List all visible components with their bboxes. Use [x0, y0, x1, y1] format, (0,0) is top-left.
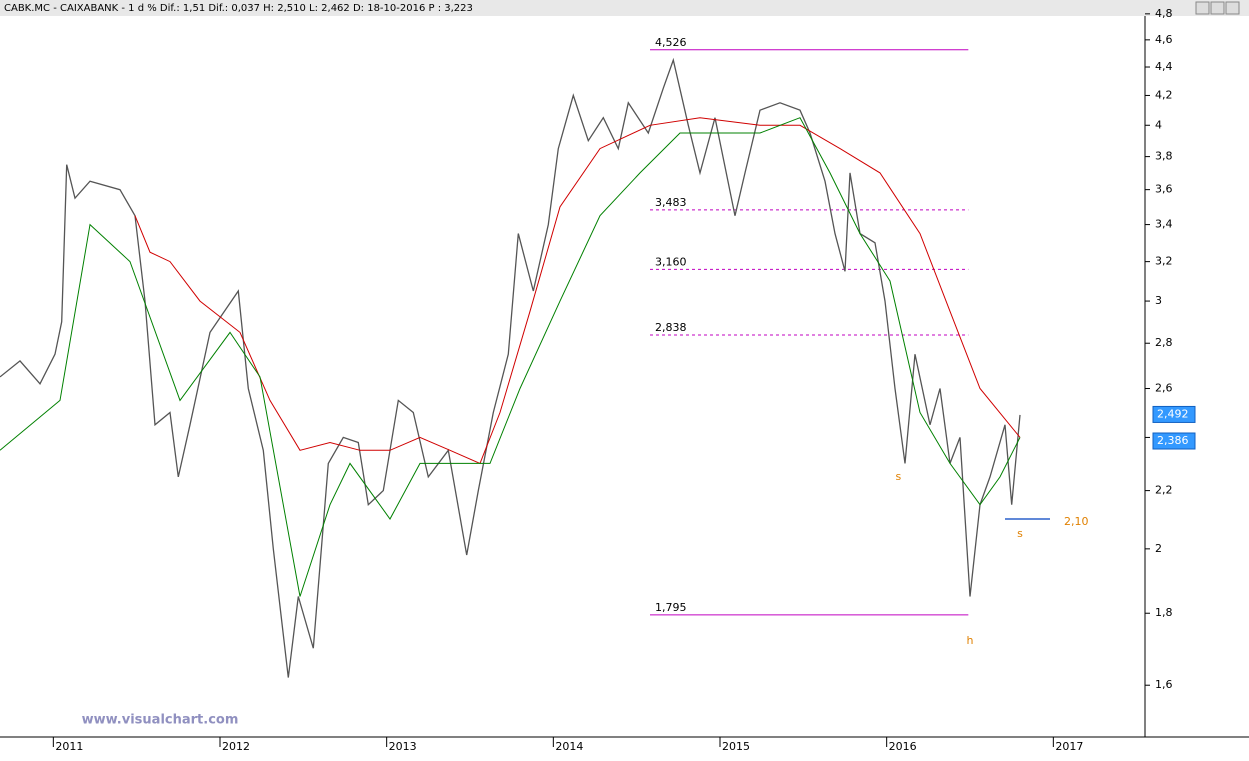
y-tick-label: 3,4 [1155, 218, 1173, 231]
series-line [0, 117, 1021, 597]
x-tick-label: 2011 [55, 740, 83, 753]
header-bar [0, 0, 1249, 16]
x-tick-label: 2015 [722, 740, 750, 753]
maximize-button[interactable] [1210, 1, 1225, 15]
window-buttons[interactable] [1195, 1, 1240, 15]
y-tick-label: 2,8 [1155, 336, 1173, 349]
y-tick-label: 1,6 [1155, 678, 1173, 691]
series-line [0, 57, 1021, 678]
x-tick-label: 2016 [889, 740, 917, 753]
series-line [134, 117, 1021, 465]
y-tick-label: 4,6 [1155, 33, 1173, 46]
y-tick-label: 2,2 [1155, 484, 1173, 497]
level-label: 3,483 [655, 196, 687, 209]
x-tick-label: 2017 [1055, 740, 1083, 753]
price-label: 2,492 [1157, 407, 1189, 420]
level-label: 4,526 [655, 36, 687, 49]
minimize-button[interactable] [1195, 1, 1210, 15]
level-label: 3,160 [655, 255, 687, 268]
y-tick-label: 1,8 [1155, 606, 1173, 619]
y-tick-label: 4,2 [1155, 88, 1173, 101]
y-tick-label: 2,6 [1155, 382, 1173, 395]
header: CABK.MC - CAIXABANK - 1 d % Dif.: 1,51 D… [4, 3, 473, 14]
annotation: s [1017, 527, 1023, 540]
price-label: 2,386 [1157, 434, 1189, 447]
watermark: www.visualchart.com [82, 713, 239, 728]
level-label: 2,838 [655, 321, 687, 334]
level-label: 1,795 [655, 601, 687, 614]
x-tick-label: 2014 [555, 740, 583, 753]
y-tick-label: 2 [1155, 542, 1162, 555]
y-tick-label: 4,8 [1155, 7, 1173, 20]
y-tick-label: 3,2 [1155, 255, 1173, 268]
y-tick-label: 4 [1155, 118, 1162, 131]
price-label-box [1152, 405, 1196, 423]
y-tick-label: 3,6 [1155, 183, 1173, 196]
x-tick-label: 2013 [389, 740, 417, 753]
x-tick-label: 2012 [222, 740, 250, 753]
annotation: h [967, 634, 974, 647]
support-label: 2,10 [1064, 515, 1089, 528]
y-tick-label: 4,4 [1155, 60, 1173, 73]
annotation: s [895, 470, 901, 483]
price-label-box [1152, 432, 1196, 450]
close-button[interactable] [1225, 1, 1240, 15]
y-tick-label: 3 [1155, 294, 1162, 307]
y-tick-label: 3,8 [1155, 150, 1173, 163]
